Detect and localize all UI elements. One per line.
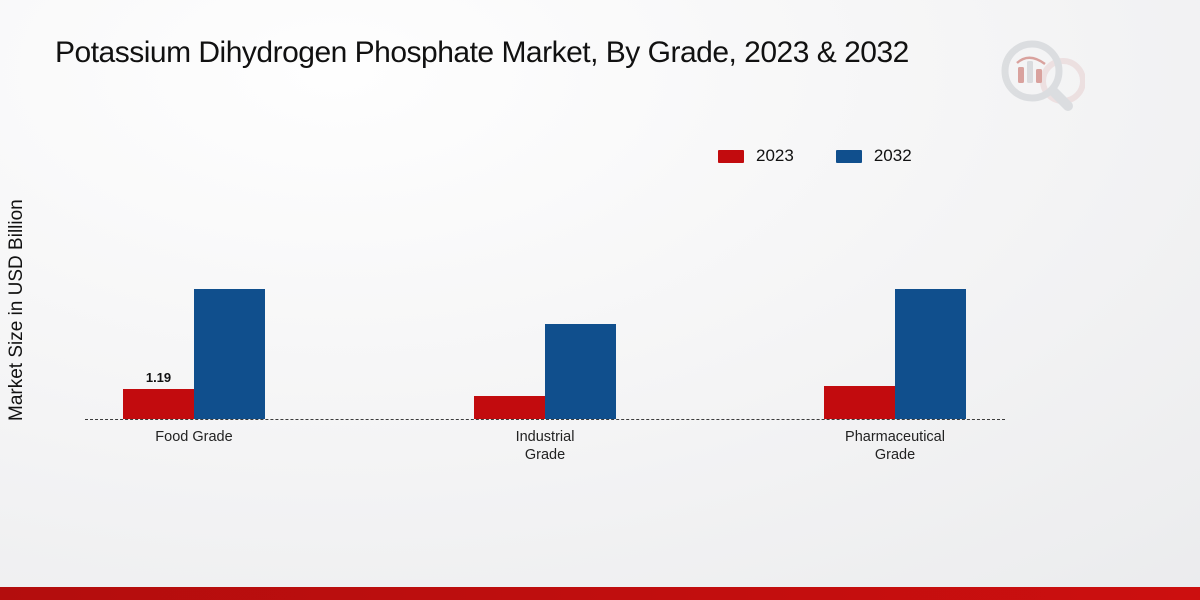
bar-group: Pharmaceutical Grade	[824, 289, 966, 463]
category-label: Food Grade	[155, 429, 233, 445]
bar-2023-industrial-grade	[474, 396, 545, 419]
chart-title: Potassium Dihydrogen Phosphate Market, B…	[55, 36, 909, 69]
bar-value-label: 1.19	[145, 370, 172, 385]
brand-logo-icon	[1001, 40, 1085, 111]
legend-item-2032: 2032	[835, 146, 912, 166]
bar-2023-pharmaceutical-grade	[824, 386, 895, 419]
bar-2032-food-grade	[194, 289, 265, 419]
y-axis-label: Market Size in USD Billion	[6, 199, 27, 421]
footer-red-bar	[0, 587, 1200, 600]
category-label: Pharmaceutical Grade	[845, 429, 945, 464]
legend-swatch-2032-icon	[835, 149, 862, 163]
bar-group: Industrial Grade	[474, 324, 616, 463]
bar-group: 1.19 Food Grade	[123, 289, 265, 445]
legend-swatch-2023-icon	[718, 149, 744, 163]
bar-2032-pharmaceutical-grade	[895, 289, 966, 419]
legend-label-2032: 2032	[873, 146, 912, 165]
bar-2032-industrial-grade	[545, 324, 616, 419]
bar-2023-food-grade: 1.19	[123, 370, 194, 419]
baseline-axis	[85, 419, 1005, 420]
legend: 2023 2032	[718, 146, 912, 166]
category-label: Industrial Grade	[515, 429, 575, 464]
legend-item-2023: 2023	[718, 146, 794, 166]
plot-area: 1.19 Food Grade Industrial Grade Pharmaceut…	[85, 150, 1005, 463]
legend-label-2023: 2023	[756, 146, 794, 165]
